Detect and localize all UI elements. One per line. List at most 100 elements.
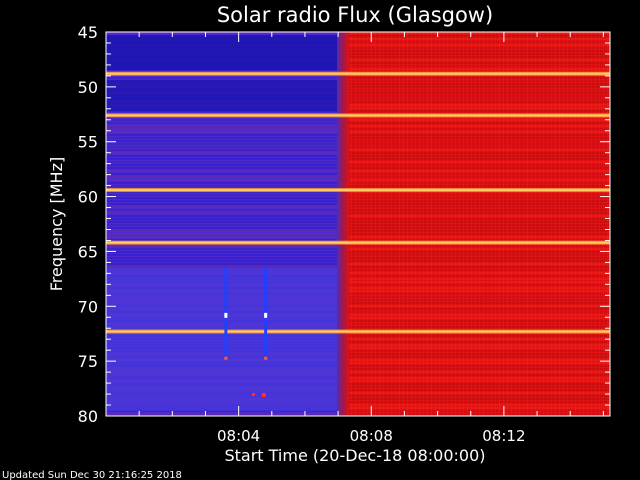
texture-stripe <box>106 149 338 151</box>
texture-stripe <box>349 266 610 268</box>
texture-stripe <box>106 170 338 172</box>
y-tick-label: 75 <box>78 352 98 371</box>
quiet-band <box>106 267 338 411</box>
interference-spike <box>264 267 268 356</box>
texture-stripe <box>349 371 610 373</box>
texture-stripe <box>106 146 338 148</box>
texture-stripe <box>349 209 610 211</box>
texture-stripe <box>349 404 610 406</box>
texture-stripe <box>106 140 338 142</box>
texture-stripe <box>349 368 610 370</box>
y-tick-label: 60 <box>78 188 98 207</box>
texture-stripe <box>349 182 610 184</box>
interference-spike <box>224 267 228 356</box>
texture-stripe <box>349 377 610 379</box>
texture-stripe <box>349 407 610 409</box>
texture-speckle <box>423 32 425 416</box>
interference-dot <box>251 392 255 396</box>
texture-speckle <box>455 32 457 416</box>
texture-speckle <box>495 32 497 416</box>
texture-stripe <box>349 230 610 232</box>
texture-stripe <box>349 272 610 274</box>
plot-area <box>106 32 610 416</box>
texture-stripe <box>349 197 610 199</box>
texture-stripe <box>349 317 610 319</box>
texture-stripe <box>349 68 610 70</box>
texture-stripe <box>349 161 610 163</box>
texture-stripe <box>349 314 610 316</box>
texture-stripe <box>349 164 610 166</box>
texture-stripe <box>106 251 338 253</box>
texture-stripe <box>106 158 338 160</box>
texture-speckle <box>607 32 609 416</box>
texture-stripe <box>106 215 338 217</box>
texture-stripe <box>349 56 610 58</box>
texture-speckle <box>535 32 537 416</box>
texture-speckle <box>451 32 453 416</box>
texture-stripe <box>349 176 610 178</box>
texture-stripe <box>106 152 338 154</box>
texture-speckle <box>543 32 545 416</box>
texture-stripe <box>349 347 610 349</box>
texture-stripe <box>349 398 610 400</box>
y-axis-label: Frequency [MHz] <box>47 157 66 291</box>
texture-speckle <box>551 32 553 416</box>
texture-stripe <box>349 278 610 280</box>
texture-stripe <box>349 362 610 364</box>
texture-stripe <box>349 293 610 295</box>
texture-speckle <box>431 32 433 416</box>
burst-onset <box>337 32 350 416</box>
texture-speckle <box>487 32 489 416</box>
texture-stripe <box>349 98 610 100</box>
texture-stripe <box>349 389 610 391</box>
texture-stripe <box>106 131 338 133</box>
texture-stripe <box>349 326 610 328</box>
texture-stripe <box>106 155 338 157</box>
texture-stripe <box>349 206 610 208</box>
texture-stripe <box>349 248 610 250</box>
texture-stripe <box>349 311 610 313</box>
texture-stripe <box>349 104 610 106</box>
texture-stripe <box>106 119 338 121</box>
texture-stripe <box>106 176 338 178</box>
texture-stripe <box>349 275 610 277</box>
bright-band-core <box>106 330 610 333</box>
texture-stripe <box>349 86 610 88</box>
texture-speckle <box>395 32 397 416</box>
texture-stripe <box>349 233 610 235</box>
texture-speckle <box>555 32 557 416</box>
texture-speckle <box>407 32 409 416</box>
texture-stripe <box>106 167 338 169</box>
texture-stripe <box>349 251 610 253</box>
x-axis: 08:04 08:08 08:12 <box>138 32 604 445</box>
texture-stripe <box>349 89 610 91</box>
texture-stripe <box>349 53 610 55</box>
texture-stripe <box>349 290 610 292</box>
texture-stripe <box>349 269 610 271</box>
texture-stripe <box>106 191 338 193</box>
texture-stripe <box>349 44 610 46</box>
texture-stripe <box>106 134 338 136</box>
texture-stripe <box>349 80 610 82</box>
texture-speckle <box>591 32 593 416</box>
texture-stripe <box>349 191 610 193</box>
x-tick-label: 08:04 <box>217 427 260 445</box>
bright-band-core <box>106 114 610 117</box>
texture-stripe <box>106 212 338 214</box>
texture-stripe <box>106 122 338 124</box>
texture-speckle <box>475 32 477 416</box>
texture-stripe <box>349 338 610 340</box>
texture-speckle <box>435 32 437 416</box>
texture-stripe <box>106 77 338 79</box>
texture-stripe <box>106 128 338 130</box>
bright-band-core <box>106 72 610 75</box>
texture-stripe <box>349 152 610 154</box>
texture-speckle <box>363 32 365 416</box>
texture-speckle <box>579 32 581 416</box>
texture-stripe <box>349 167 610 169</box>
texture-speckle <box>511 32 513 416</box>
texture-stripe <box>106 200 338 202</box>
texture-stripe <box>106 32 338 34</box>
texture-speckle <box>383 32 385 416</box>
texture-stripe <box>349 47 610 49</box>
